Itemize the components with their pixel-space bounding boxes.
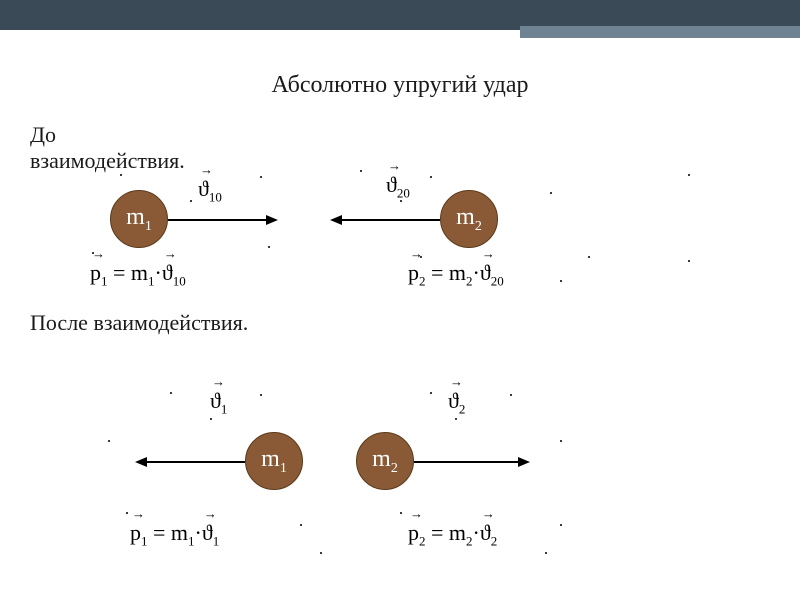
dot <box>300 524 302 526</box>
label-v1: ϑ1 <box>210 388 227 417</box>
arrow-v1 <box>145 461 245 463</box>
arrow-v20 <box>340 219 440 221</box>
arrow-v10-head <box>266 215 278 225</box>
dot <box>268 246 270 248</box>
dot <box>260 176 262 178</box>
ball-m1-label: m1 <box>126 204 152 235</box>
dot <box>688 174 690 176</box>
dot <box>320 552 322 554</box>
arrow-v20-head <box>330 215 342 225</box>
ball-m1-after-label: m1 <box>261 446 287 477</box>
ball-m2-after: m2 <box>356 432 414 490</box>
label-v10: ϑ10 <box>198 176 222 205</box>
header-stripe-accent <box>520 26 800 38</box>
dot <box>170 392 172 394</box>
arrow-v2 <box>414 461 520 463</box>
ball-m1-before: m1 <box>110 190 168 248</box>
dot <box>360 170 362 172</box>
label-before: До взаимодействия. <box>30 122 185 175</box>
ball-m2-after-label: m2 <box>372 446 398 477</box>
dot <box>510 394 512 396</box>
dot <box>92 252 94 254</box>
ball-m1-after: m1 <box>245 432 303 490</box>
label-v20: ϑ20 <box>386 172 410 201</box>
arrow-v1-head <box>135 457 147 467</box>
equation-p1-before: p1 = m1·ϑ10 <box>90 260 186 289</box>
dot <box>126 512 128 514</box>
dot <box>588 256 590 258</box>
dot <box>545 552 547 554</box>
dot <box>430 392 432 394</box>
arrow-v10 <box>168 219 268 221</box>
equation-p2-after: p2 = m2·ϑ2 <box>408 520 497 549</box>
dot <box>420 256 422 258</box>
equation-p1-after: p1 = m1·ϑ1 <box>130 520 219 549</box>
dot <box>560 280 562 282</box>
label-v2: ϑ2 <box>448 388 465 417</box>
ball-m2-before: m2 <box>440 190 498 248</box>
dot <box>120 174 122 176</box>
dot <box>190 200 192 202</box>
dot <box>688 260 690 262</box>
equation-p2-before: p2 = m2·ϑ20 <box>408 260 504 289</box>
dot <box>210 418 212 420</box>
label-after: После взаимодействия. <box>30 310 248 336</box>
dot <box>455 418 457 420</box>
arrow-v2-head <box>518 457 530 467</box>
dot <box>560 440 562 442</box>
dot <box>400 200 402 202</box>
dot <box>108 440 110 442</box>
dot <box>400 512 402 514</box>
dot <box>430 176 432 178</box>
slide-title: Абсолютно упругий удар <box>0 72 800 99</box>
dot <box>560 524 562 526</box>
dot <box>550 192 552 194</box>
ball-m2-label: m2 <box>456 204 482 235</box>
dot <box>260 394 262 396</box>
